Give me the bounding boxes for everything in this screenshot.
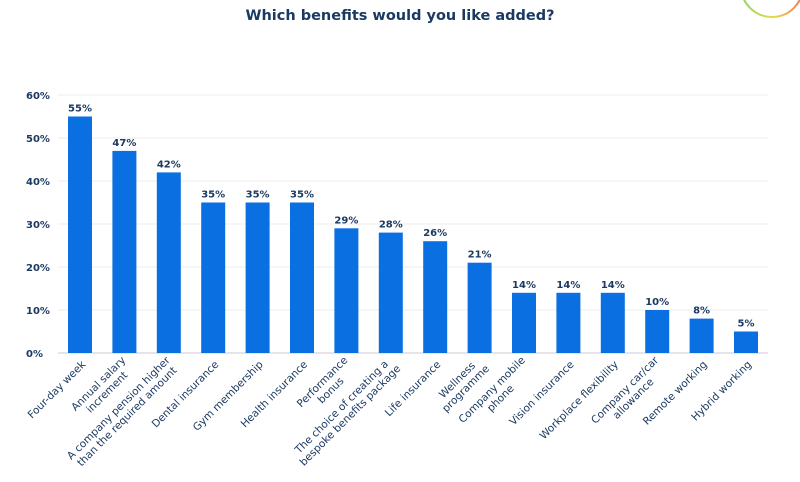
x-tick-label: Company car/carallowance bbox=[589, 354, 670, 435]
data-label: 21% bbox=[468, 250, 492, 261]
data-label: 10% bbox=[645, 297, 669, 308]
data-label: 47% bbox=[112, 138, 136, 149]
data-label: 55% bbox=[68, 104, 92, 115]
bar bbox=[68, 116, 92, 353]
data-label: 5% bbox=[738, 319, 755, 330]
data-label: 26% bbox=[423, 228, 447, 239]
bar bbox=[112, 150, 137, 353]
decorative-ring-logo bbox=[743, 0, 800, 18]
bar bbox=[378, 232, 403, 353]
y-tick-label: 30% bbox=[26, 220, 50, 231]
data-label: 42% bbox=[157, 159, 181, 170]
svg-text:Company car/carallowance: Company car/carallowance bbox=[589, 354, 670, 435]
data-label: 8% bbox=[693, 306, 710, 317]
bar bbox=[734, 331, 758, 353]
data-label: 28% bbox=[379, 220, 403, 231]
bar bbox=[290, 202, 314, 353]
y-tick-label: 50% bbox=[26, 134, 50, 145]
data-label: 35% bbox=[246, 190, 270, 201]
bar bbox=[645, 310, 670, 353]
data-label: 35% bbox=[290, 190, 314, 201]
chart-title: Which benefits would you like added? bbox=[245, 8, 554, 24]
bar bbox=[689, 318, 714, 353]
bar bbox=[467, 262, 492, 353]
data-label: 14% bbox=[512, 280, 536, 291]
y-tick-label: 60% bbox=[26, 91, 50, 102]
bar bbox=[156, 172, 181, 353]
data-label: 14% bbox=[601, 280, 625, 291]
bar bbox=[245, 202, 270, 353]
y-tick-label: 20% bbox=[26, 263, 50, 274]
bar bbox=[600, 292, 625, 353]
bar bbox=[512, 292, 536, 353]
y-tick-label: 10% bbox=[26, 306, 50, 317]
data-label: 29% bbox=[334, 215, 358, 226]
y-tick-label: 40% bbox=[26, 177, 50, 188]
bar bbox=[423, 241, 448, 353]
bar bbox=[556, 292, 581, 353]
bar bbox=[201, 202, 226, 353]
y-tick-label: 0% bbox=[26, 349, 43, 360]
data-label: 14% bbox=[556, 280, 580, 291]
bar bbox=[334, 228, 359, 353]
data-label: 35% bbox=[201, 190, 225, 201]
